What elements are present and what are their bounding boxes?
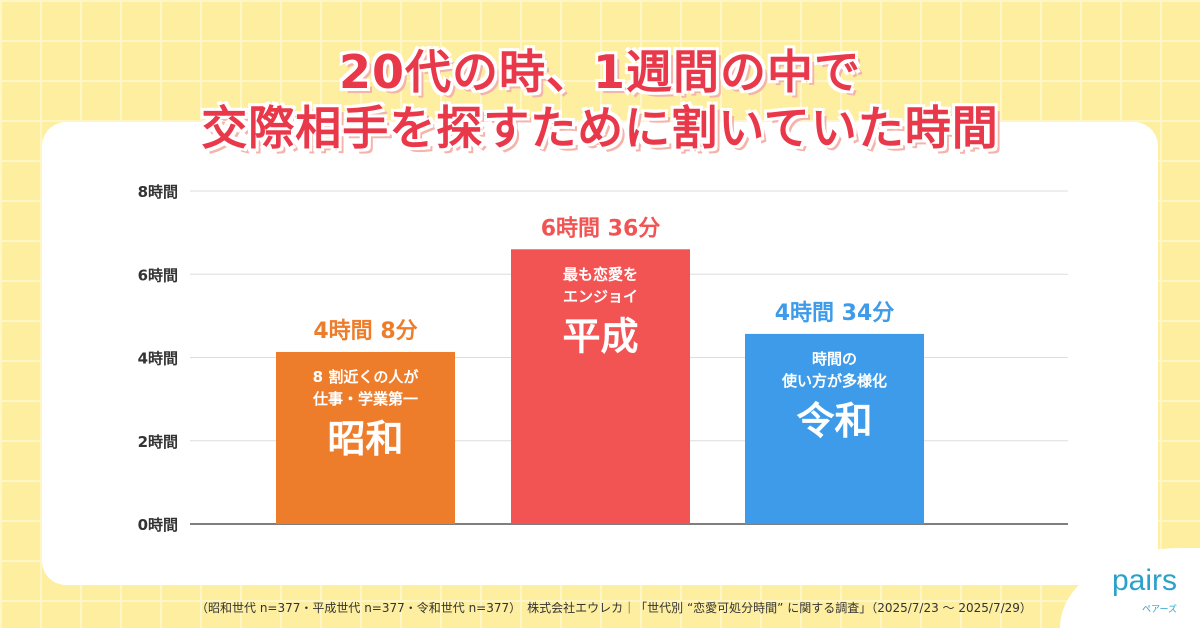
y-tick-label: 8時間 (138, 183, 178, 201)
category-label: 昭和 (327, 417, 403, 461)
footer-source: （昭和世代 n=377・平成世代 n=377・令和世代 n=377） 株式会社エ… (196, 601, 1032, 615)
bar-note: 8 割近くの人が (313, 368, 420, 386)
y-tick-label: 0時間 (138, 516, 178, 534)
y-tick-label: 6時間 (138, 266, 178, 284)
chart-title-line2: 交際相手を探すために割いていた時間 (201, 101, 999, 155)
bar-note: 使い方が多様化 (781, 372, 887, 390)
data-label: 4時間 34分 (775, 301, 895, 326)
logo-text: pairs (1112, 564, 1178, 597)
logo-subtext: ペアーズ (1142, 605, 1178, 615)
data-label: 4時間 8分 (313, 319, 417, 344)
category-label: 令和 (796, 399, 872, 443)
bar-昭和 (276, 351, 455, 524)
bar-令和 (745, 333, 924, 524)
chart-title-line1: 20代の時、1週間の中で (338, 45, 862, 99)
bar-note: 最も恋愛を (563, 265, 638, 283)
bar-note: 仕事・学業第一 (312, 390, 418, 408)
bar-note: 時間の (812, 350, 857, 368)
y-tick-label: 2時間 (138, 433, 178, 451)
y-tick-label: 4時間 (138, 350, 178, 368)
bar-平成 (511, 249, 690, 524)
data-label: 6時間 36分 (541, 216, 661, 241)
category-label: 平成 (562, 314, 638, 358)
bar-note: エンジョイ (563, 287, 638, 305)
